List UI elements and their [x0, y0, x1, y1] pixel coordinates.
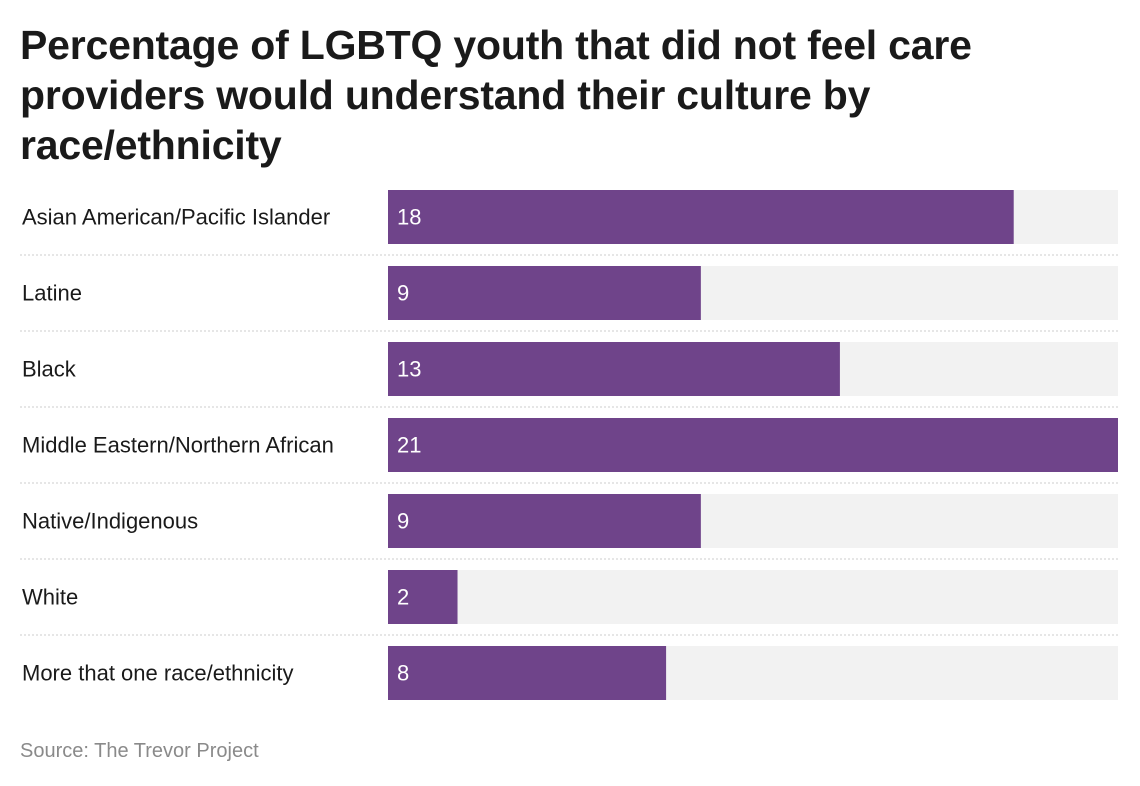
bar [388, 570, 458, 624]
bar-row: Black 13 [22, 342, 1118, 396]
bar-track [388, 570, 1118, 624]
category-label: Native/Indigenous [22, 509, 198, 534]
category-label: Middle Eastern/Northern African [22, 433, 334, 458]
source-note: Source: The Trevor Project [20, 740, 259, 762]
bar [388, 190, 1014, 244]
bar [388, 646, 667, 700]
bar [388, 266, 701, 320]
data-label: 18 [397, 205, 421, 230]
category-label: Asian American/Pacific Islander [22, 205, 330, 230]
data-label: 9 [397, 281, 409, 306]
bar-row: Native/Indigenous 9 [22, 494, 1118, 548]
bar-row: Middle Eastern/Northern African 21 [22, 418, 1118, 472]
bar-row: White 2 [22, 570, 1118, 624]
data-label: 8 [397, 661, 409, 686]
bar [388, 342, 840, 396]
data-label: 2 [397, 585, 409, 610]
data-label: 13 [397, 357, 421, 382]
category-label: Latine [22, 281, 82, 306]
bar-row: Asian American/Pacific Islander 18 [22, 190, 1118, 244]
bar-row: Latine 9 [22, 266, 1118, 320]
category-label: Black [22, 357, 77, 382]
category-label: More that one race/ethnicity [22, 661, 293, 686]
data-label: 21 [397, 433, 421, 458]
bar [388, 494, 701, 548]
data-label: 9 [397, 509, 409, 534]
category-label: White [22, 585, 78, 610]
bar [388, 418, 1118, 472]
chart-title: Percentage of LGBTQ youth that did not f… [20, 22, 972, 168]
bar-row: More that one race/ethnicity 8 [22, 646, 1118, 700]
